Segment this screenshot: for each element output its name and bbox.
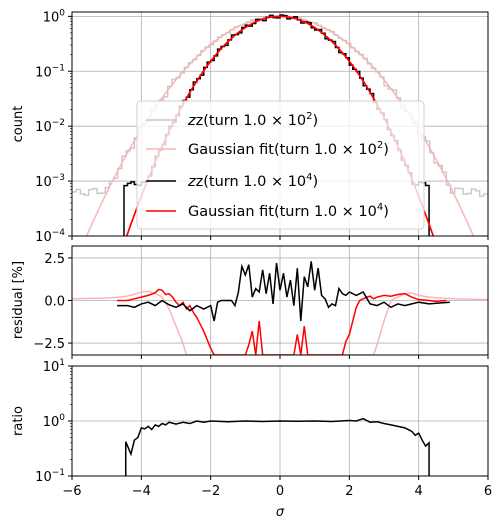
mid-series xyxy=(72,261,488,355)
series-res10000_black xyxy=(117,261,450,322)
ytick-label-2: 2.5 xyxy=(44,252,65,267)
xtick-label-4: 2 xyxy=(345,484,353,499)
legend-entry-fit10000: Gaussian fit(turn 1.0 × 104) xyxy=(146,202,389,220)
xtick-label-5: 4 xyxy=(415,484,423,499)
legend-label-fit10000: Gaussian fit(turn 1.0 × 104) xyxy=(188,202,389,220)
top-ylabel: count xyxy=(11,106,26,143)
mid-ylabel: residual [%] xyxy=(11,261,26,339)
xtick-label-2: −2 xyxy=(201,484,220,499)
xtick-label-1: −4 xyxy=(132,484,151,499)
legend-entry-fit100: Gaussian fit(turn 1.0 × 102) xyxy=(146,140,389,158)
series-res100 xyxy=(72,290,488,355)
legend-label-z100: zz(turn 1.0 × 102) xyxy=(187,111,318,129)
ytick-label-3: 10−1 xyxy=(35,63,65,80)
xtick-label-3: 0 xyxy=(276,484,284,499)
top-xticks xyxy=(71,236,489,240)
panel-bottom: 10−1 100 101 −6 −4 −2 0 2 4 6 ratio σ xyxy=(11,358,492,520)
series-res10000_red xyxy=(117,288,447,355)
ytick-label-2: 101 xyxy=(43,358,65,375)
legend-box xyxy=(136,100,425,230)
panel-middle: −2.5 0.0 2.5 residual [%] xyxy=(11,245,489,359)
ytick-label-2: 10−2 xyxy=(35,118,65,135)
mid-xticks xyxy=(71,355,489,359)
bot-xticks: −6 −4 −2 0 2 4 6 xyxy=(62,476,492,499)
ytick-label-1: 10−3 xyxy=(35,173,65,190)
ytick-label-1: 0.0 xyxy=(44,295,65,310)
legend: zz(turn 1.0 × 102) Gaussian fit(turn 1.0… xyxy=(136,100,425,230)
legend-label-fit100: Gaussian fit(turn 1.0 × 102) xyxy=(188,140,389,158)
xtick-label-0: −6 xyxy=(62,484,81,499)
xtick-label-6: 6 xyxy=(484,484,492,499)
ytick-label-0: 10−4 xyxy=(35,228,65,245)
ytick-label-0: 10−1 xyxy=(35,468,65,485)
bot-yticks: 10−1 100 101 xyxy=(35,358,72,485)
legend-entry-z100: zz(turn 1.0 × 102) xyxy=(146,111,318,129)
top-yticks: 10−4 10−3 10−2 10−1 100 xyxy=(35,8,72,245)
bot-series xyxy=(124,417,430,476)
legend-entry-z10000: zz(turn 1.0 × 104) xyxy=(146,172,318,190)
series-ratio xyxy=(124,417,430,476)
ytick-label-4: 100 xyxy=(43,8,66,25)
bot-ylabel: ratio xyxy=(11,406,26,436)
bot-xlabel: σ xyxy=(276,505,285,520)
ytick-label-1: 100 xyxy=(43,413,66,430)
panel-top: 10−4 10−3 10−2 10−1 100 count zz(turn 1.0 × … xyxy=(11,8,489,245)
ytick-label-0: −2.5 xyxy=(33,337,65,352)
mid-yticks: −2.5 0.0 2.5 xyxy=(33,252,72,352)
legend-label-z10000: zz(turn 1.0 × 104) xyxy=(187,172,318,190)
